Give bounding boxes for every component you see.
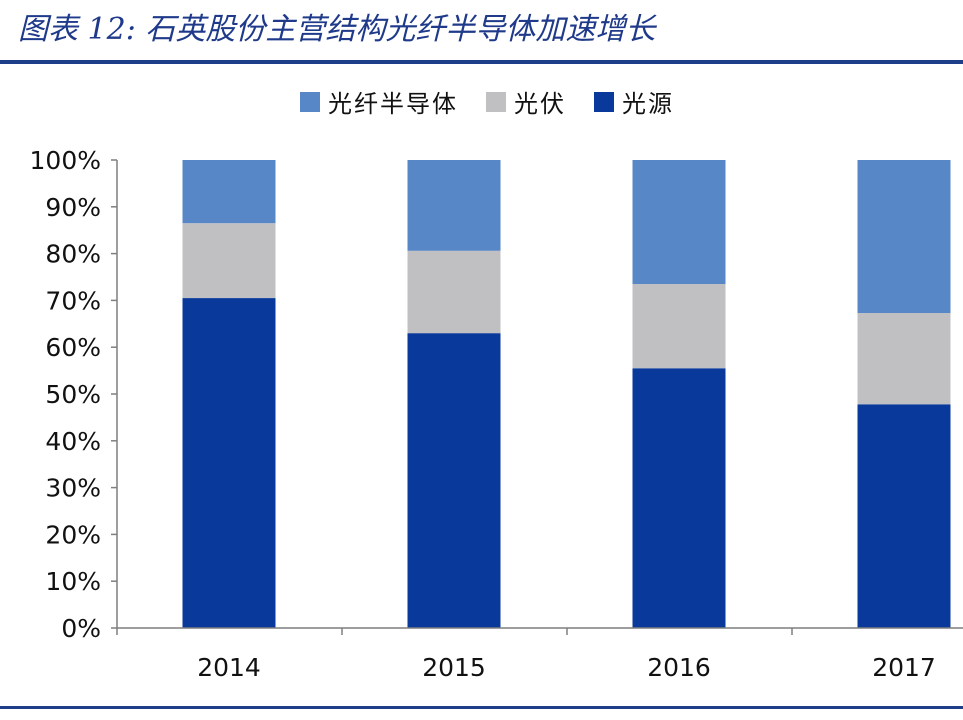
- y-tick-label: 40%: [45, 427, 101, 456]
- y-tick-label: 70%: [45, 286, 101, 315]
- legend: 光纤半导体 光伏 光源: [300, 84, 674, 119]
- y-tick-label: 60%: [45, 333, 101, 362]
- bar-segment: [632, 284, 726, 369]
- y-tick-label: 0%: [61, 614, 101, 643]
- legend-swatch-light-source: [594, 91, 614, 112]
- bar-segment: [182, 160, 276, 224]
- x-tick-label: 2014: [197, 653, 261, 682]
- legend-item-fiber-semiconductor: 光纤半导体: [300, 84, 458, 119]
- y-tick-label: 80%: [45, 240, 101, 269]
- x-tick-label: 2017: [872, 653, 936, 682]
- bar-segment: [632, 160, 726, 285]
- bar-segment: [407, 333, 501, 628]
- legend-item-light-source: 光源: [594, 84, 674, 119]
- y-tick-label: 30%: [45, 474, 101, 503]
- y-tick-label: 20%: [45, 520, 101, 549]
- bar-segment: [407, 250, 501, 334]
- x-tick-label: 2015: [422, 653, 486, 682]
- bar-segment: [407, 160, 501, 251]
- legend-swatch-fiber-semiconductor: [300, 91, 320, 112]
- legend-swatch-photovoltaic: [486, 91, 506, 112]
- legend-item-photovoltaic: 光伏: [486, 84, 566, 119]
- bottom-rule: [0, 706, 963, 709]
- figure-title: 图表 12: 石英股份主营结构光纤半导体加速增长: [18, 12, 656, 47]
- bar-segment: [857, 313, 951, 405]
- bar-segment: [182, 223, 276, 299]
- bar-segment: [632, 368, 726, 628]
- bar-segment: [857, 404, 951, 628]
- legend-label-fiber-semiconductor: 光纤半导体: [328, 90, 458, 118]
- y-tick-label: 90%: [45, 193, 101, 222]
- legend-label-light-source: 光源: [622, 90, 674, 118]
- bar-segment: [857, 160, 951, 314]
- bar-segment: [182, 298, 276, 628]
- x-tick-label: 2016: [647, 653, 711, 682]
- y-tick-label: 50%: [45, 380, 101, 409]
- legend-label-photovoltaic: 光伏: [514, 90, 566, 118]
- y-tick-label: 100%: [30, 146, 101, 175]
- y-tick-label: 10%: [45, 567, 101, 596]
- top-rule: [0, 60, 963, 64]
